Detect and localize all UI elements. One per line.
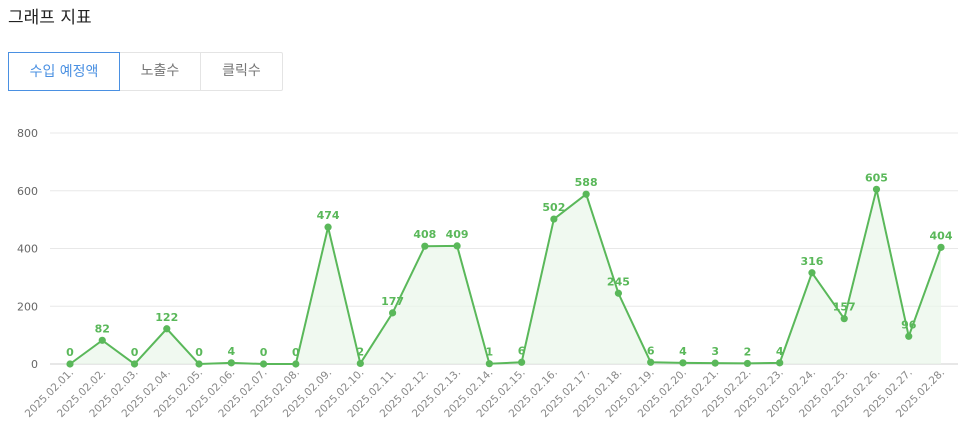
data-point: [808, 269, 816, 277]
data-label: 4: [679, 345, 687, 358]
data-label: 2: [744, 345, 752, 358]
data-point: [647, 358, 655, 366]
data-point: [195, 360, 203, 368]
data-point: [98, 336, 106, 344]
data-point: [840, 315, 848, 323]
data-point: [259, 360, 268, 368]
y-tick-label: 800: [17, 127, 38, 140]
series-area: [70, 189, 941, 364]
data-point: [66, 360, 74, 368]
data-point: [614, 289, 623, 297]
data-label: 4: [776, 345, 784, 358]
data-point: [743, 359, 752, 368]
data-label: 157: [833, 301, 856, 314]
data-label: 316: [800, 255, 823, 268]
data-label: 122: [155, 311, 178, 324]
data-point: [485, 360, 493, 368]
data-point: [163, 325, 171, 333]
data-label: 409: [446, 228, 469, 241]
data-label: 588: [575, 176, 598, 189]
data-label: 82: [95, 322, 110, 335]
data-point: [679, 359, 687, 367]
data-label: 0: [292, 346, 300, 359]
tab-expected-revenue[interactable]: 수입 예정액: [8, 52, 120, 91]
data-point: [550, 215, 558, 223]
data-point: [388, 309, 397, 317]
data-label: 0: [260, 346, 268, 359]
data-label: 1: [486, 346, 494, 359]
data-point: [324, 223, 332, 231]
data-point: [872, 185, 881, 193]
data-point: [292, 360, 300, 368]
data-point: [776, 359, 784, 367]
data-label: 245: [607, 275, 630, 288]
data-point: [518, 358, 526, 366]
data-point: [937, 243, 945, 251]
y-tick-label: 400: [17, 243, 38, 256]
y-tick-label: 200: [17, 300, 38, 313]
data-point: [582, 190, 590, 198]
data-label: 0: [66, 346, 74, 359]
data-point: [421, 242, 429, 250]
page-title: 그래프 지표: [8, 8, 92, 28]
metric-tabs: 수입 예정액 노출수 클릭수: [8, 52, 283, 91]
data-point: [711, 359, 719, 367]
data-point: [130, 360, 139, 368]
data-label: 3: [711, 345, 719, 358]
data-label: 177: [381, 295, 404, 308]
data-point: [453, 242, 461, 250]
data-label: 474: [317, 209, 340, 222]
data-label: 2: [357, 345, 365, 358]
tab-impressions[interactable]: 노출수: [120, 53, 201, 90]
y-tick-label: 600: [17, 185, 38, 198]
data-label: 605: [865, 171, 888, 184]
data-label: 408: [413, 228, 436, 241]
data-label: 0: [195, 346, 203, 359]
data-point: [905, 332, 913, 340]
data-label: 502: [542, 201, 565, 214]
tab-clicks[interactable]: 클릭수: [222, 63, 261, 79]
data-label: 4: [227, 345, 235, 358]
data-label: 404: [930, 229, 953, 242]
data-label: 6: [518, 344, 526, 357]
data-label: 0: [131, 346, 139, 359]
series-line: [69, 189, 942, 366]
data-label: 6: [647, 344, 655, 357]
data-point: [356, 359, 364, 368]
data-point: [227, 359, 235, 367]
data-label: 96: [901, 318, 917, 331]
y-tick-label: 0: [31, 358, 38, 371]
